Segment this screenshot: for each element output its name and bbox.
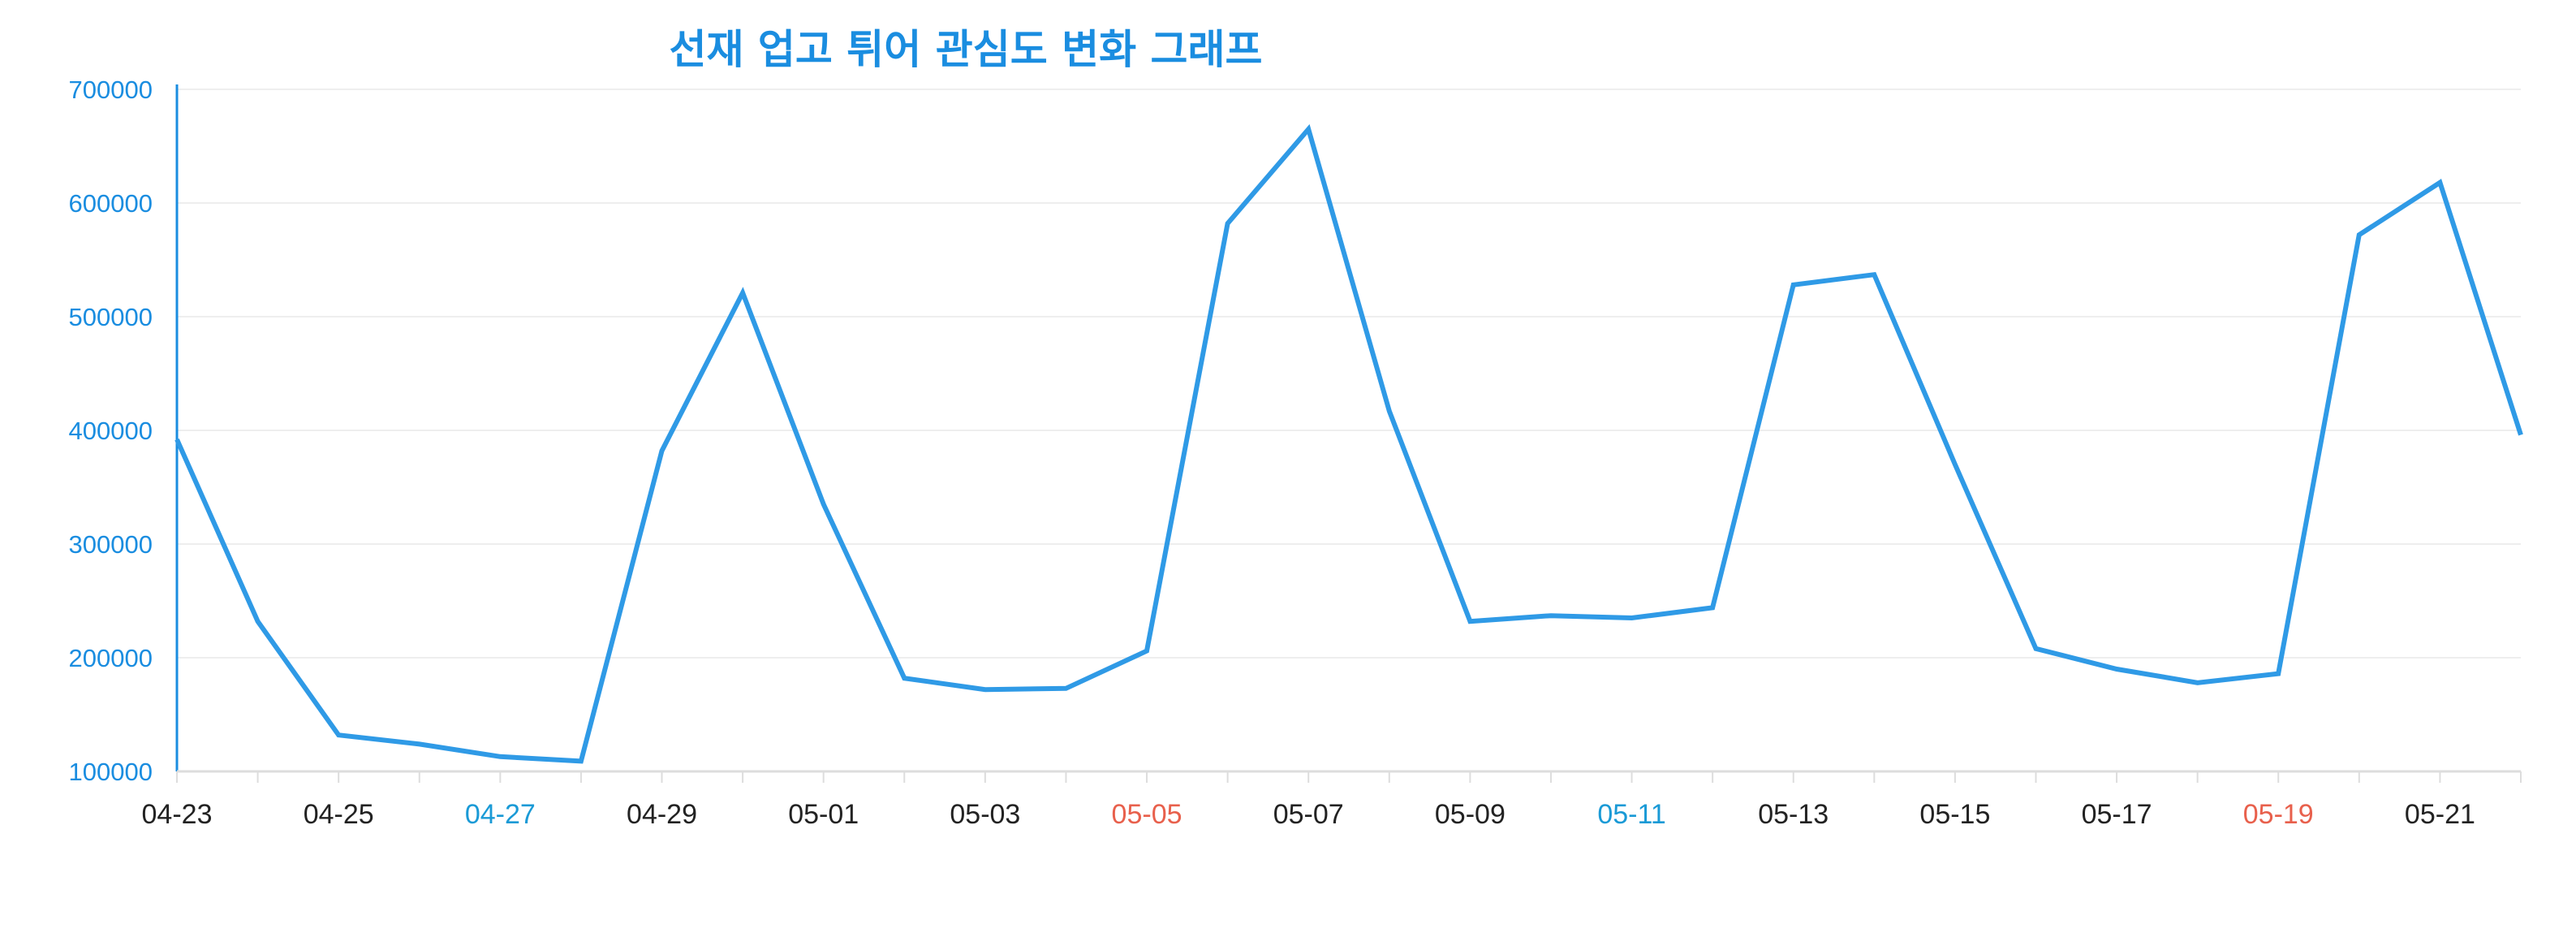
x-tick-label: 04-29 (627, 799, 697, 830)
x-tick-label: 05-07 (1273, 799, 1344, 830)
grid-lines (177, 89, 2521, 659)
x-tick-label: 05-05 (1112, 799, 1182, 830)
data-point (2276, 672, 2281, 676)
x-tick-label: 05-03 (950, 799, 1020, 830)
y-tick-label: 400000 (69, 417, 153, 445)
data-point (1467, 619, 1472, 624)
data-point (1144, 649, 1149, 654)
data-point (336, 732, 341, 737)
data-point (579, 758, 584, 763)
data-point (1226, 221, 1230, 226)
data-point (983, 687, 988, 692)
x-tick-label: 04-23 (142, 799, 213, 830)
y-tick-label: 100000 (69, 758, 153, 786)
data-point (740, 291, 745, 296)
x-tick-label: 04-25 (304, 799, 374, 830)
x-tick-label: 05-19 (2243, 799, 2314, 830)
data-point (821, 502, 826, 507)
data-point (174, 437, 179, 442)
chart-title: 선재 업고 튀어 관심도 변화 그래프 (669, 26, 1262, 73)
data-point (2518, 433, 2523, 438)
data-point (1953, 462, 1958, 467)
x-tick-label: 05-15 (1919, 799, 1990, 830)
data-point (2195, 680, 2200, 685)
data-point (2437, 180, 2442, 185)
data-point (498, 754, 502, 759)
y-axis-ticks: 100000 200000 300000 400000 500000 600000 7000… (69, 76, 153, 786)
data-point (1387, 408, 1392, 413)
data-point (2033, 646, 2038, 651)
y-tick-label: 300000 (69, 530, 153, 559)
y-tick-label: 700000 (69, 76, 153, 104)
data-point (1630, 616, 1635, 620)
axes (175, 84, 2521, 773)
data-point (1710, 605, 1715, 610)
data-point (2114, 667, 2119, 672)
x-tick-label: 05-11 (1597, 799, 1665, 830)
y-tick-label: 200000 (69, 644, 153, 672)
x-tick-label: 05-09 (1435, 799, 1506, 830)
data-point (660, 448, 665, 453)
x-axis-ticks: 04-23 04-25 04-27 04-29 05-01 05-03 05-05 05-07… (142, 771, 2522, 830)
y-tick-label: 600000 (69, 189, 153, 218)
series-line (174, 123, 2523, 764)
data-point (1549, 613, 1553, 618)
x-tick-label: 05-13 (1758, 799, 1829, 830)
x-tick-label: 05-01 (788, 799, 859, 830)
series-layer (174, 123, 2523, 764)
data-point (1791, 283, 1796, 287)
x-tick-label: 05-17 (2082, 799, 2152, 830)
x-tick-label: 05-21 (2405, 799, 2475, 830)
data-point (256, 619, 261, 624)
data-point (902, 676, 907, 680)
data-point (417, 741, 422, 746)
data-point (1306, 127, 1311, 132)
data-point (2357, 232, 2362, 237)
x-tick-label: 04-27 (465, 799, 536, 830)
data-point (1872, 272, 1876, 277)
y-tick-label: 500000 (69, 303, 153, 331)
data-point (1063, 686, 1068, 691)
